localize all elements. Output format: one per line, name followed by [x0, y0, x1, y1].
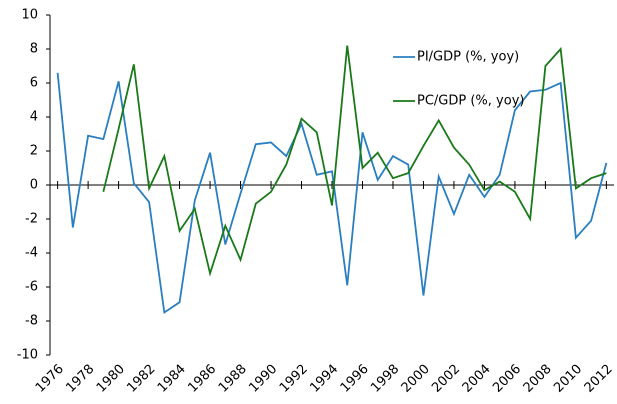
y-tick-label: 0	[30, 178, 38, 193]
x-tick-label: 1976	[33, 362, 67, 396]
x-tick-label: 1988	[216, 362, 250, 396]
series-line	[56, 72, 608, 315]
x-tick-label: 1980	[94, 362, 128, 396]
series-line	[102, 45, 607, 277]
x-tick-label: 2012	[582, 362, 616, 396]
x-tick-label: 1984	[155, 362, 189, 396]
x-tick-label: 1986	[185, 362, 219, 396]
x-tick-label: 1978	[63, 362, 97, 396]
x-tick-label: 1982	[124, 362, 158, 396]
x-tick-label: 2006	[490, 362, 524, 396]
y-tick-label: 6	[30, 76, 38, 91]
x-tick-label: 2002	[429, 362, 463, 396]
y-tick-label: -2	[25, 212, 38, 227]
legend-label: PI/GDP (%, yoy)	[417, 50, 519, 65]
y-tick-label: -8	[25, 314, 38, 329]
x-tick-label: 2004	[460, 362, 494, 396]
x-tick-label: 1990	[246, 362, 280, 396]
y-tick-label: -4	[25, 246, 38, 261]
y-tick-label: -10	[17, 348, 38, 363]
y-tick-label: 2	[30, 144, 38, 159]
x-tick-label: 2008	[521, 362, 555, 396]
x-tick-label: 1996	[338, 362, 372, 396]
y-tick-label: 10	[21, 8, 38, 23]
x-tick-label: 1992	[277, 362, 311, 396]
x-tick-label: 1998	[368, 362, 402, 396]
y-tick-label: -6	[25, 280, 38, 295]
x-tick-label: 2000	[399, 362, 433, 396]
y-tick-label: 4	[30, 110, 38, 125]
legend-label: PC/GDP (%, yoy)	[417, 94, 524, 109]
y-tick-label: 8	[30, 42, 38, 57]
x-tick-label: 2010	[551, 362, 585, 396]
x-tick-label: 1994	[307, 362, 341, 396]
